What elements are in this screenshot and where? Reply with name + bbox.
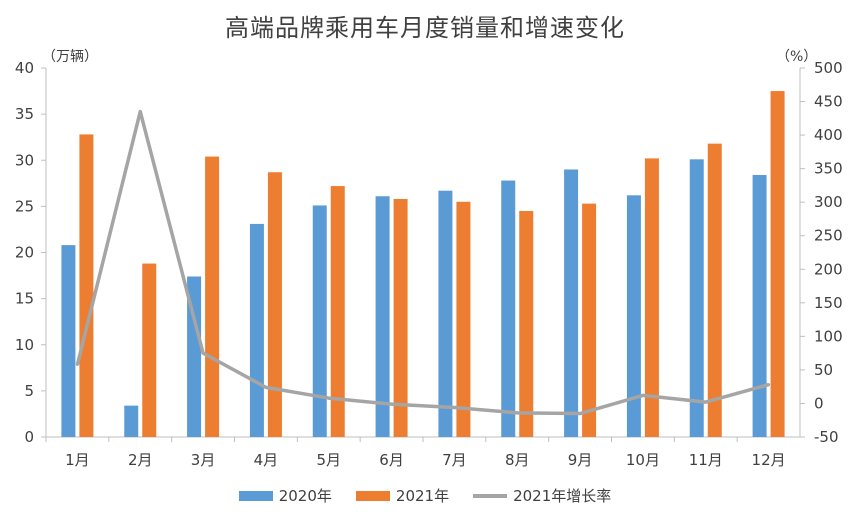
legend: 2020年 2021年 2021年增长率	[0, 485, 850, 506]
legend-label: 2021年增长率	[513, 487, 612, 505]
x-tick-label: 11月	[689, 451, 723, 469]
growth-rate-point	[201, 351, 205, 355]
y2-axis-unit: （%）	[776, 49, 817, 65]
y-tick-label: 40	[15, 59, 34, 77]
bar-2020年	[564, 169, 579, 437]
y-tick-label: 20	[15, 244, 34, 262]
y2-tick-label: 250	[814, 227, 843, 245]
growth-rate-point	[138, 110, 142, 114]
y2-tick-label: 200	[814, 260, 843, 278]
y-tick-label: 15	[15, 290, 34, 308]
bar-2021年	[393, 198, 408, 437]
bar-2021年	[267, 172, 282, 437]
growth-rate-point	[75, 363, 79, 367]
bar-2021年	[330, 186, 345, 437]
legend-swatch	[238, 490, 273, 501]
y2-tick-label: 0	[814, 394, 824, 412]
y2-tick-label: 300	[814, 193, 843, 211]
bar-2020年	[312, 205, 327, 437]
x-tick-label: 1月	[65, 451, 90, 469]
bar-2021年	[519, 210, 534, 437]
growth-rate-point	[390, 402, 394, 406]
y-tick-label: 5	[24, 382, 34, 400]
chart-plot: 0 5 10 15 20 25 30 35 40 -50 0 50 100 150 200 250 300 350…	[15, 49, 843, 469]
x-tick-label: 2月	[128, 451, 153, 469]
y-tick-label: 0	[24, 428, 34, 446]
x-tick-label: 5月	[316, 451, 341, 469]
x-tick-label: 6月	[379, 451, 404, 469]
bar-2020年	[124, 405, 139, 437]
legend-swatch	[355, 490, 390, 501]
growth-rate-point	[452, 405, 456, 409]
y2-tick-label: 150	[814, 294, 843, 312]
x-tick-label: 4月	[254, 451, 279, 469]
y2-tick-label: 350	[814, 160, 843, 178]
legend-label: 2020年	[278, 487, 332, 505]
growth-rate-point	[515, 411, 519, 415]
x-tick-label: 8月	[505, 451, 530, 469]
bar-2020年	[626, 195, 641, 437]
legend-label: 2021年	[395, 487, 450, 505]
legend-item: 2021年	[355, 485, 450, 506]
bar-2021年	[79, 134, 94, 438]
x-tick-label: 3月	[191, 451, 216, 469]
growth-rate-line	[75, 109, 770, 416]
y-axis-unit: （万辆）	[42, 49, 98, 65]
y2-tick-label: 500	[814, 59, 843, 77]
y-tick-label: 25	[15, 197, 34, 215]
y2-tick-label: 400	[814, 126, 843, 144]
bar-2020年	[689, 159, 704, 437]
y2-tick-label: -50	[814, 428, 839, 446]
x-tick-label: 10月	[626, 451, 660, 469]
y2-tick-label: 450	[814, 93, 843, 111]
bar-2020年	[752, 175, 767, 437]
bar-2021年	[644, 158, 659, 437]
x-tick-label: 9月	[568, 451, 593, 469]
chart-title: 高端品牌乘用车月度销量和增速变化	[225, 14, 625, 42]
legend-item: 2021年增长率	[473, 485, 611, 506]
y-tick-label: 35	[15, 105, 34, 123]
bar-2021年	[456, 201, 471, 437]
bar-2021年	[142, 263, 157, 437]
y2-tick-label: 100	[814, 327, 843, 345]
growth-rate-point	[264, 385, 268, 389]
bar-2020年	[249, 223, 264, 437]
y2-tick-label: 50	[814, 361, 833, 379]
legend-item: 2020年	[238, 485, 332, 506]
growth-rate-point	[578, 412, 582, 416]
bar-2020年	[187, 276, 202, 437]
growth-rate-point	[767, 383, 771, 387]
x-tick-label: 7月	[442, 451, 467, 469]
bar-2020年	[375, 196, 390, 437]
bar-2021年	[582, 203, 597, 437]
growth-rate-point	[327, 396, 331, 400]
growth-rate-point	[704, 400, 708, 404]
bar-2020年	[61, 245, 76, 437]
bar-2021年	[707, 143, 722, 437]
legend-swatch	[473, 493, 508, 498]
bar-2020年	[501, 180, 516, 438]
bar-2021年	[205, 156, 220, 437]
bar-2020年	[438, 190, 453, 437]
y-tick-label: 30	[15, 151, 34, 169]
y-tick-label: 10	[15, 336, 34, 354]
growth-rate-point	[641, 393, 645, 397]
bar-2021年	[770, 91, 785, 437]
x-tick-label: 12月	[752, 451, 786, 469]
